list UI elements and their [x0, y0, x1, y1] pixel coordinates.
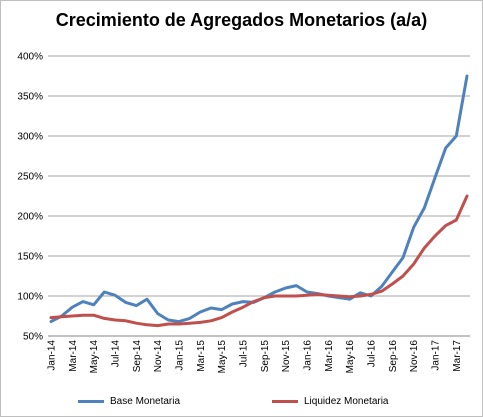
x-tick-label: Mar-16: [324, 340, 335, 372]
y-tick-label: 200%: [17, 212, 43, 223]
x-tick-label: Jul-16: [367, 340, 378, 368]
legend-label-base-monetaria: Base Monetaria: [110, 396, 181, 407]
x-tick-label: May-16: [345, 340, 356, 374]
y-tick-label: 50%: [23, 332, 43, 343]
x-tick-label: Sep-14: [132, 340, 143, 373]
x-tick-label: Mar-15: [196, 340, 207, 372]
x-tick-label: Jan-16: [303, 340, 314, 371]
legend-swatch-liquidez-monetaria: [272, 400, 298, 403]
x-tick-label: May-14: [89, 340, 100, 374]
chart-title: Crecimiento de Agregados Monetarios (a/a…: [55, 10, 428, 30]
y-tick-label: 350%: [17, 92, 43, 103]
x-tick-label: Jan-15: [175, 340, 186, 371]
x-tick-label: Sep-15: [260, 340, 271, 373]
legend-item-liquidez-monetaria: Liquidez Monetaria: [272, 396, 389, 407]
y-tick-label: 300%: [17, 132, 43, 143]
legend-swatch-base-monetaria: [78, 400, 104, 403]
x-tick-label: Sep-16: [388, 340, 399, 373]
series-line-0: [49, 74, 469, 324]
y-tick-label: 100%: [17, 292, 43, 303]
x-tick-label: Jul-14: [111, 340, 122, 368]
x-tick-label: Nov-16: [409, 340, 420, 373]
x-tick-label: Nov-15: [281, 340, 292, 373]
y-tick-label: 150%: [17, 252, 43, 263]
x-tick-label: Mar-14: [68, 340, 79, 372]
y-tick-label: 250%: [17, 172, 43, 183]
legend-item-base-monetaria: Base Monetaria: [78, 396, 180, 407]
y-tick-label: 400%: [17, 52, 43, 63]
x-tick-label: Nov-14: [153, 340, 164, 373]
chart-legend: Base Monetaria Liquidez Monetaria: [0, 396, 483, 412]
x-tick-label: Mar-17: [452, 340, 463, 372]
series-line-1: [49, 194, 469, 328]
x-tick-label: Jan-17: [431, 340, 442, 371]
x-tick-label: Jan-14: [47, 340, 58, 371]
x-tick-label: May-15: [217, 340, 228, 374]
legend-label-liquidez-monetaria: Liquidez Monetaria: [304, 396, 389, 407]
x-tick-label: Jul-15: [239, 340, 250, 368]
